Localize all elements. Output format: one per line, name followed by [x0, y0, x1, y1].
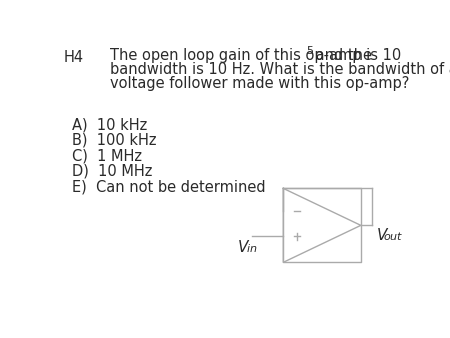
Text: $\mathit{V}$: $\mathit{V}$ — [238, 239, 251, 255]
Text: 5: 5 — [306, 46, 313, 56]
Text: $\mathit{V}$: $\mathit{V}$ — [376, 227, 389, 243]
Text: The open loop gain of this op-amp is 10: The open loop gain of this op-amp is 10 — [111, 48, 402, 63]
Text: E)  Can not be determined: E) Can not be determined — [72, 179, 265, 194]
Text: H4: H4 — [64, 50, 84, 65]
Text: B)  100 kHz: B) 100 kHz — [72, 133, 156, 148]
Text: D)  10 MHz: D) 10 MHz — [72, 164, 152, 179]
Text: and the: and the — [311, 48, 372, 63]
Text: $\mathit{out}$: $\mathit{out}$ — [383, 230, 404, 242]
Text: bandwidth is 10 Hz. What is the bandwidth of a: bandwidth is 10 Hz. What is the bandwidt… — [111, 62, 450, 77]
Text: $\mathit{in}$: $\mathit{in}$ — [246, 242, 257, 254]
Text: voltage follower made with this op-amp?: voltage follower made with this op-amp? — [111, 76, 410, 91]
Text: C)  1 MHz: C) 1 MHz — [72, 148, 142, 163]
Text: A)  10 kHz: A) 10 kHz — [72, 118, 147, 132]
